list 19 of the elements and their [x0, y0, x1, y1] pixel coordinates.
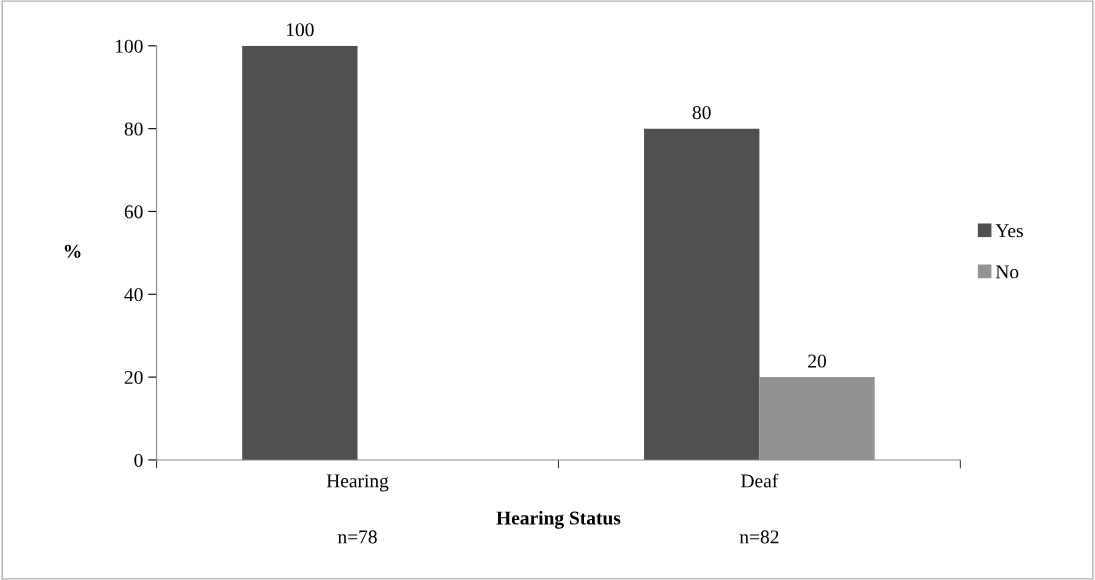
y-tick-label: 20 [124, 370, 143, 385]
legend-label: Yes [995, 224, 1023, 238]
y-tick-label: 0 [134, 453, 143, 467]
bar [644, 128, 760, 460]
bar [242, 45, 358, 460]
text: n=78 [337, 530, 377, 544]
x-axis-title: Hearing Status [496, 510, 621, 529]
legend-label: No [995, 265, 1019, 279]
data-label: 80 [692, 106, 711, 120]
x-tick-label: Hearing [326, 474, 389, 492]
y-tick-label: 80 [124, 122, 143, 136]
y-axis-title: % [64, 244, 81, 258]
y-tick-label: 60 [124, 205, 143, 219]
text: n=82 [739, 530, 779, 544]
data-label: 100 [286, 23, 314, 37]
data-label: 20 [808, 354, 827, 368]
y-tick-label: 40 [124, 288, 143, 302]
y-tick-label: 100 [115, 39, 143, 53]
x-tick-label: Deaf [741, 473, 779, 488]
